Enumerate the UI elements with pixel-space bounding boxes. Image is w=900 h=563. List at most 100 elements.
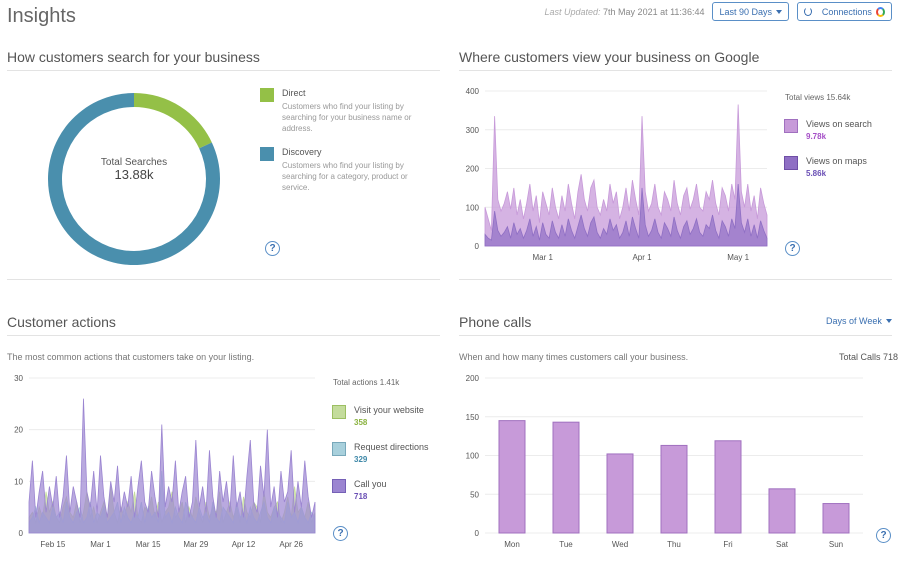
legend-label: Views on search: [806, 119, 872, 129]
x-tick-label: Sat: [776, 540, 789, 549]
legend-swatch: [260, 88, 274, 102]
caret-down-icon: [885, 319, 892, 323]
x-tick-label: May 1: [727, 253, 749, 262]
x-tick-label: Sun: [829, 540, 843, 549]
help-icon[interactable]: ?: [785, 241, 800, 256]
x-tick-label: Tue: [559, 540, 573, 549]
actions-subtitle: The most common actions that customers t…: [7, 352, 255, 362]
y-tick-label: 20: [14, 426, 23, 435]
actions-section-title: Customer actions: [7, 314, 116, 330]
y-tick-label: 150: [466, 413, 480, 422]
page-title: Insights: [7, 5, 76, 27]
y-tick-label: 200: [466, 165, 480, 174]
series-area-2: [28, 398, 316, 534]
connections-label: Connections: [821, 6, 872, 17]
help-icon[interactable]: ?: [265, 241, 280, 256]
legend-direct: Direct Customers who find your listing b…: [260, 88, 430, 134]
legend-description: Customers who find your listing by searc…: [282, 102, 412, 133]
divider: [459, 279, 892, 280]
legend-value: 329: [354, 455, 368, 464]
y-tick-label: 0: [19, 529, 24, 538]
date-range-button[interactable]: Last 90 Days: [712, 2, 789, 21]
donut-center-label: Total Searches: [101, 157, 167, 168]
y-tick-label: 400: [466, 87, 480, 96]
legend-visit-website: Visit your website 358: [332, 405, 424, 427]
views-total: Total views 15.64k: [785, 93, 851, 102]
search-donut-chart: Total Searches 13.88k: [48, 93, 220, 265]
refresh-icon: [804, 7, 812, 16]
divider: [7, 279, 440, 280]
x-tick-label: Mar 1: [532, 253, 553, 262]
calls-total: Total Calls 718: [839, 352, 899, 362]
legend-label: Call you: [354, 479, 387, 489]
y-tick-label: 0: [475, 242, 480, 251]
connections-button[interactable]: Connections: [797, 2, 892, 21]
legend-request-directions: Request directions 329: [332, 442, 429, 464]
actions-total: Total actions 1.41k: [333, 378, 400, 387]
divider: [7, 335, 440, 336]
x-tick-label: Apr 12: [232, 540, 256, 549]
y-tick-label: 30: [14, 374, 23, 383]
x-tick-label: Wed: [612, 540, 628, 549]
legend-label: Discovery: [282, 147, 322, 157]
series-area-0: [484, 104, 768, 247]
bar-sat: [768, 488, 796, 534]
legend-value: 9.78k: [806, 132, 827, 141]
x-tick-label: Mon: [504, 540, 520, 549]
calls-section-title: Phone calls: [459, 314, 532, 330]
views-area-chart: 0 100 200 300 400 Mar 1 Apr 1 May 1: [466, 87, 768, 262]
bar-sun: [822, 503, 850, 534]
divider: [459, 70, 892, 71]
legend-swatch: [332, 479, 346, 493]
y-tick-label: 0: [475, 529, 480, 538]
legend-swatch: [260, 147, 274, 161]
days-of-week-dropdown[interactable]: Days of Week: [826, 316, 892, 326]
y-tick-label: 50: [470, 490, 479, 499]
calls-bar-chart: 0 50 100 150 200 Mon Tue Wed Thu Fri Sat Sun: [466, 374, 863, 549]
y-tick-label: 100: [466, 203, 480, 212]
toolbar: Last Updated: 7th May 2021 at 11:36:44 L…: [544, 2, 892, 21]
views-section-title: Where customers view your business on Go…: [459, 49, 760, 65]
y-tick-label: 300: [466, 126, 480, 135]
legend-value: 718: [354, 492, 368, 501]
legend-value: 5.86k: [806, 169, 827, 178]
legend-views-maps: Views on maps 5.86k: [784, 156, 867, 178]
google-icon: [875, 6, 885, 17]
date-range-label: Last 90 Days: [719, 6, 772, 17]
x-tick-label: Thu: [667, 540, 681, 549]
x-tick-label: Feb 15: [40, 540, 65, 549]
last-updated: Last Updated: 7th May 2021 at 11:36:44: [544, 7, 704, 17]
x-tick-label: Apr 26: [279, 540, 303, 549]
donut-slice-direct: [134, 93, 212, 149]
legend-views-search: Views on search 9.78k: [784, 119, 872, 141]
legend-label: Views on maps: [806, 156, 867, 166]
caret-down-icon: [776, 9, 782, 14]
y-tick-label: 10: [14, 477, 23, 486]
help-icon[interactable]: ?: [876, 528, 891, 543]
help-icon[interactable]: ?: [333, 526, 348, 541]
legend-label: Visit your website: [354, 405, 424, 415]
divider: [7, 70, 440, 71]
bar-wed: [606, 453, 634, 534]
actions-area-chart: 0 10 20 30 Feb 15 Mar 1 Mar 15 Mar 29 Apr 12 Apr …: [14, 374, 316, 549]
legend-swatch: [332, 405, 346, 419]
days-of-week-label: Days of Week: [826, 316, 882, 326]
calls-subtitle: When and how many times customers call y…: [459, 352, 689, 362]
legend-swatch: [784, 119, 798, 133]
divider: [459, 335, 892, 336]
x-tick-label: Apr 1: [632, 253, 652, 262]
legend-discovery: Discovery Customers who find your listin…: [260, 147, 430, 193]
legend-call-you: Call you 718: [332, 479, 387, 501]
y-tick-label: 200: [466, 374, 480, 383]
last-updated-label: Last Updated:: [544, 6, 601, 17]
search-section-title: How customers search for your business: [7, 49, 260, 65]
y-tick-label: 100: [466, 452, 480, 461]
bar-tue: [552, 421, 580, 534]
legend-label: Request directions: [354, 442, 429, 452]
x-tick-label: Fri: [723, 540, 733, 549]
legend-swatch: [332, 442, 346, 456]
bar-fri: [714, 440, 742, 534]
series-area-1: [484, 183, 768, 247]
legend-value: 358: [354, 418, 368, 427]
legend-label: Direct: [282, 88, 306, 98]
